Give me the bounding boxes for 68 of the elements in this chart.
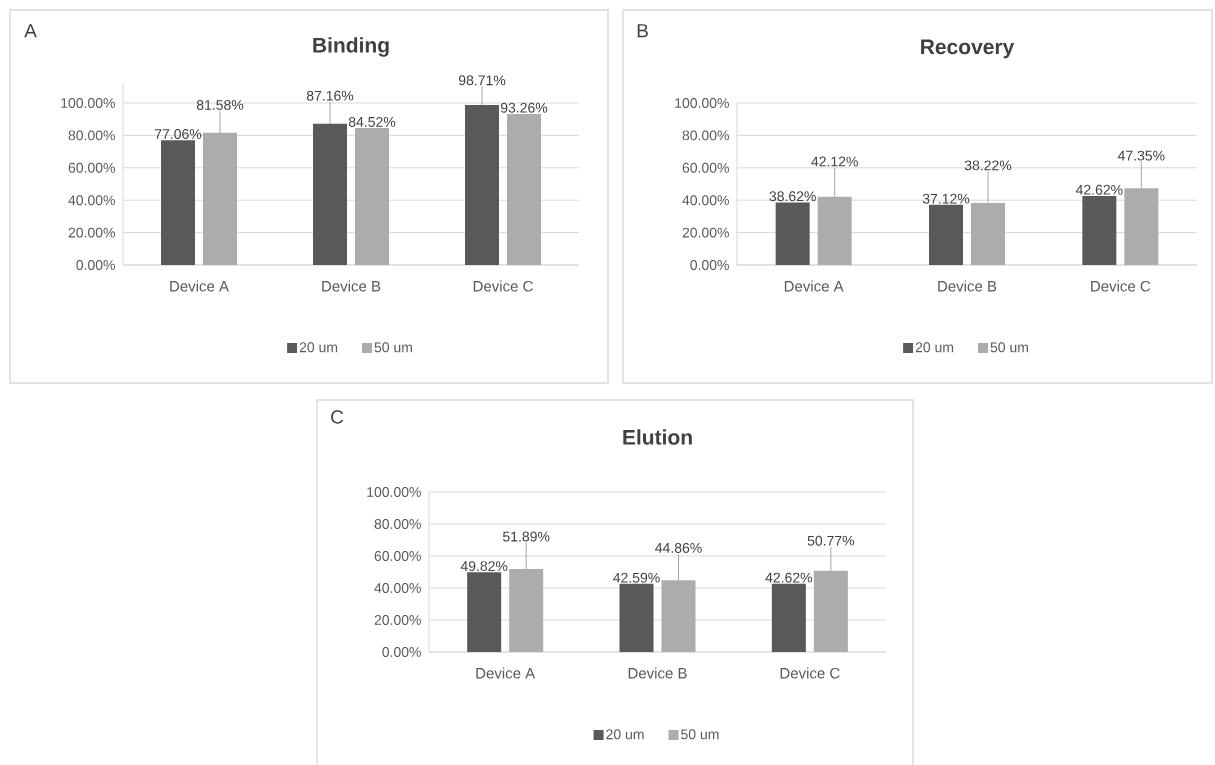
x-tick-label: Device B [938,280,997,292]
x-tick-label: Device C [473,280,533,292]
data-label: 38.22% [964,160,1012,171]
data-label: 42.62% [765,572,813,583]
data-label: 49.82% [460,561,508,572]
y-tick-label: 80.00% [682,130,729,141]
legend-label: 20 um [299,342,338,353]
x-tick-label: Device A [784,280,844,292]
bar [619,583,654,652]
y-tick-label: 100.00% [675,98,729,108]
legend-label: 50 um [990,342,1028,353]
bar [775,202,810,265]
data-label: 42.59% [613,572,660,583]
data-label: 81.58% [196,99,244,110]
y-tick-label: 0.00% [690,260,729,270]
y-tick-label: 0.00% [382,647,421,657]
x-tick-label: Device C [1091,280,1151,292]
chart-title: Elution [623,429,692,445]
chart-title: Recovery [921,39,1015,59]
data-label: 50.77% [807,535,855,546]
y-tick-label: 100.00% [61,98,115,108]
y-tick-label: 100.00% [367,487,421,497]
y-tick-label: 60.00% [374,551,421,561]
x-tick-label: Device B [322,280,381,292]
bar [313,123,348,265]
y-tick-label: 40.00% [68,195,115,206]
data-label: 42.62% [1075,184,1123,195]
x-tick-label: Device C [780,667,840,679]
y-tick-label: 40.00% [374,583,421,593]
bar [467,572,502,652]
y-tick-label: 80.00% [68,130,115,141]
data-label: 98.71% [458,75,506,86]
x-tick-label: Device B [628,667,687,679]
data-label: 42.12% [811,156,858,167]
y-tick-label: 40.00% [682,195,729,206]
y-tick-label: 80.00% [374,519,421,529]
bar [465,105,499,265]
data-label: 38.62% [769,191,816,202]
chart-title: Binding [313,37,389,57]
data-label: 51.89% [503,531,550,542]
text: B [637,24,648,38]
y-tick-label: 20.00% [374,615,421,625]
data-label: 77.06% [154,129,202,139]
legend-label: 50 um [681,729,719,740]
bar [507,113,541,265]
data-label: 93.26% [500,102,548,113]
data-label: 84.52% [348,116,396,127]
y-tick-label: 60.00% [68,162,115,173]
data-label: 37.12% [922,193,970,204]
data-label: 44.86% [655,542,702,553]
legend-label: 20 um [606,729,644,740]
bar [771,583,806,652]
data-label: 47.35% [1117,150,1165,161]
legend-label: 50 um [374,342,412,353]
y-tick-label: 20.00% [68,227,115,238]
bar [161,140,196,265]
bar [1082,195,1117,265]
legend-label: 20 um [915,342,954,353]
x-tick-label: Device A [170,280,229,292]
bar [929,204,963,265]
bar [355,128,390,265]
y-tick-label: 20.00% [682,227,729,238]
y-tick-label: 0.00% [76,260,115,270]
text: C [331,410,344,424]
data-label: 87.16% [306,90,354,101]
x-tick-label: Device A [476,667,536,679]
y-tick-label: 60.00% [682,162,729,173]
text: A [24,24,37,38]
